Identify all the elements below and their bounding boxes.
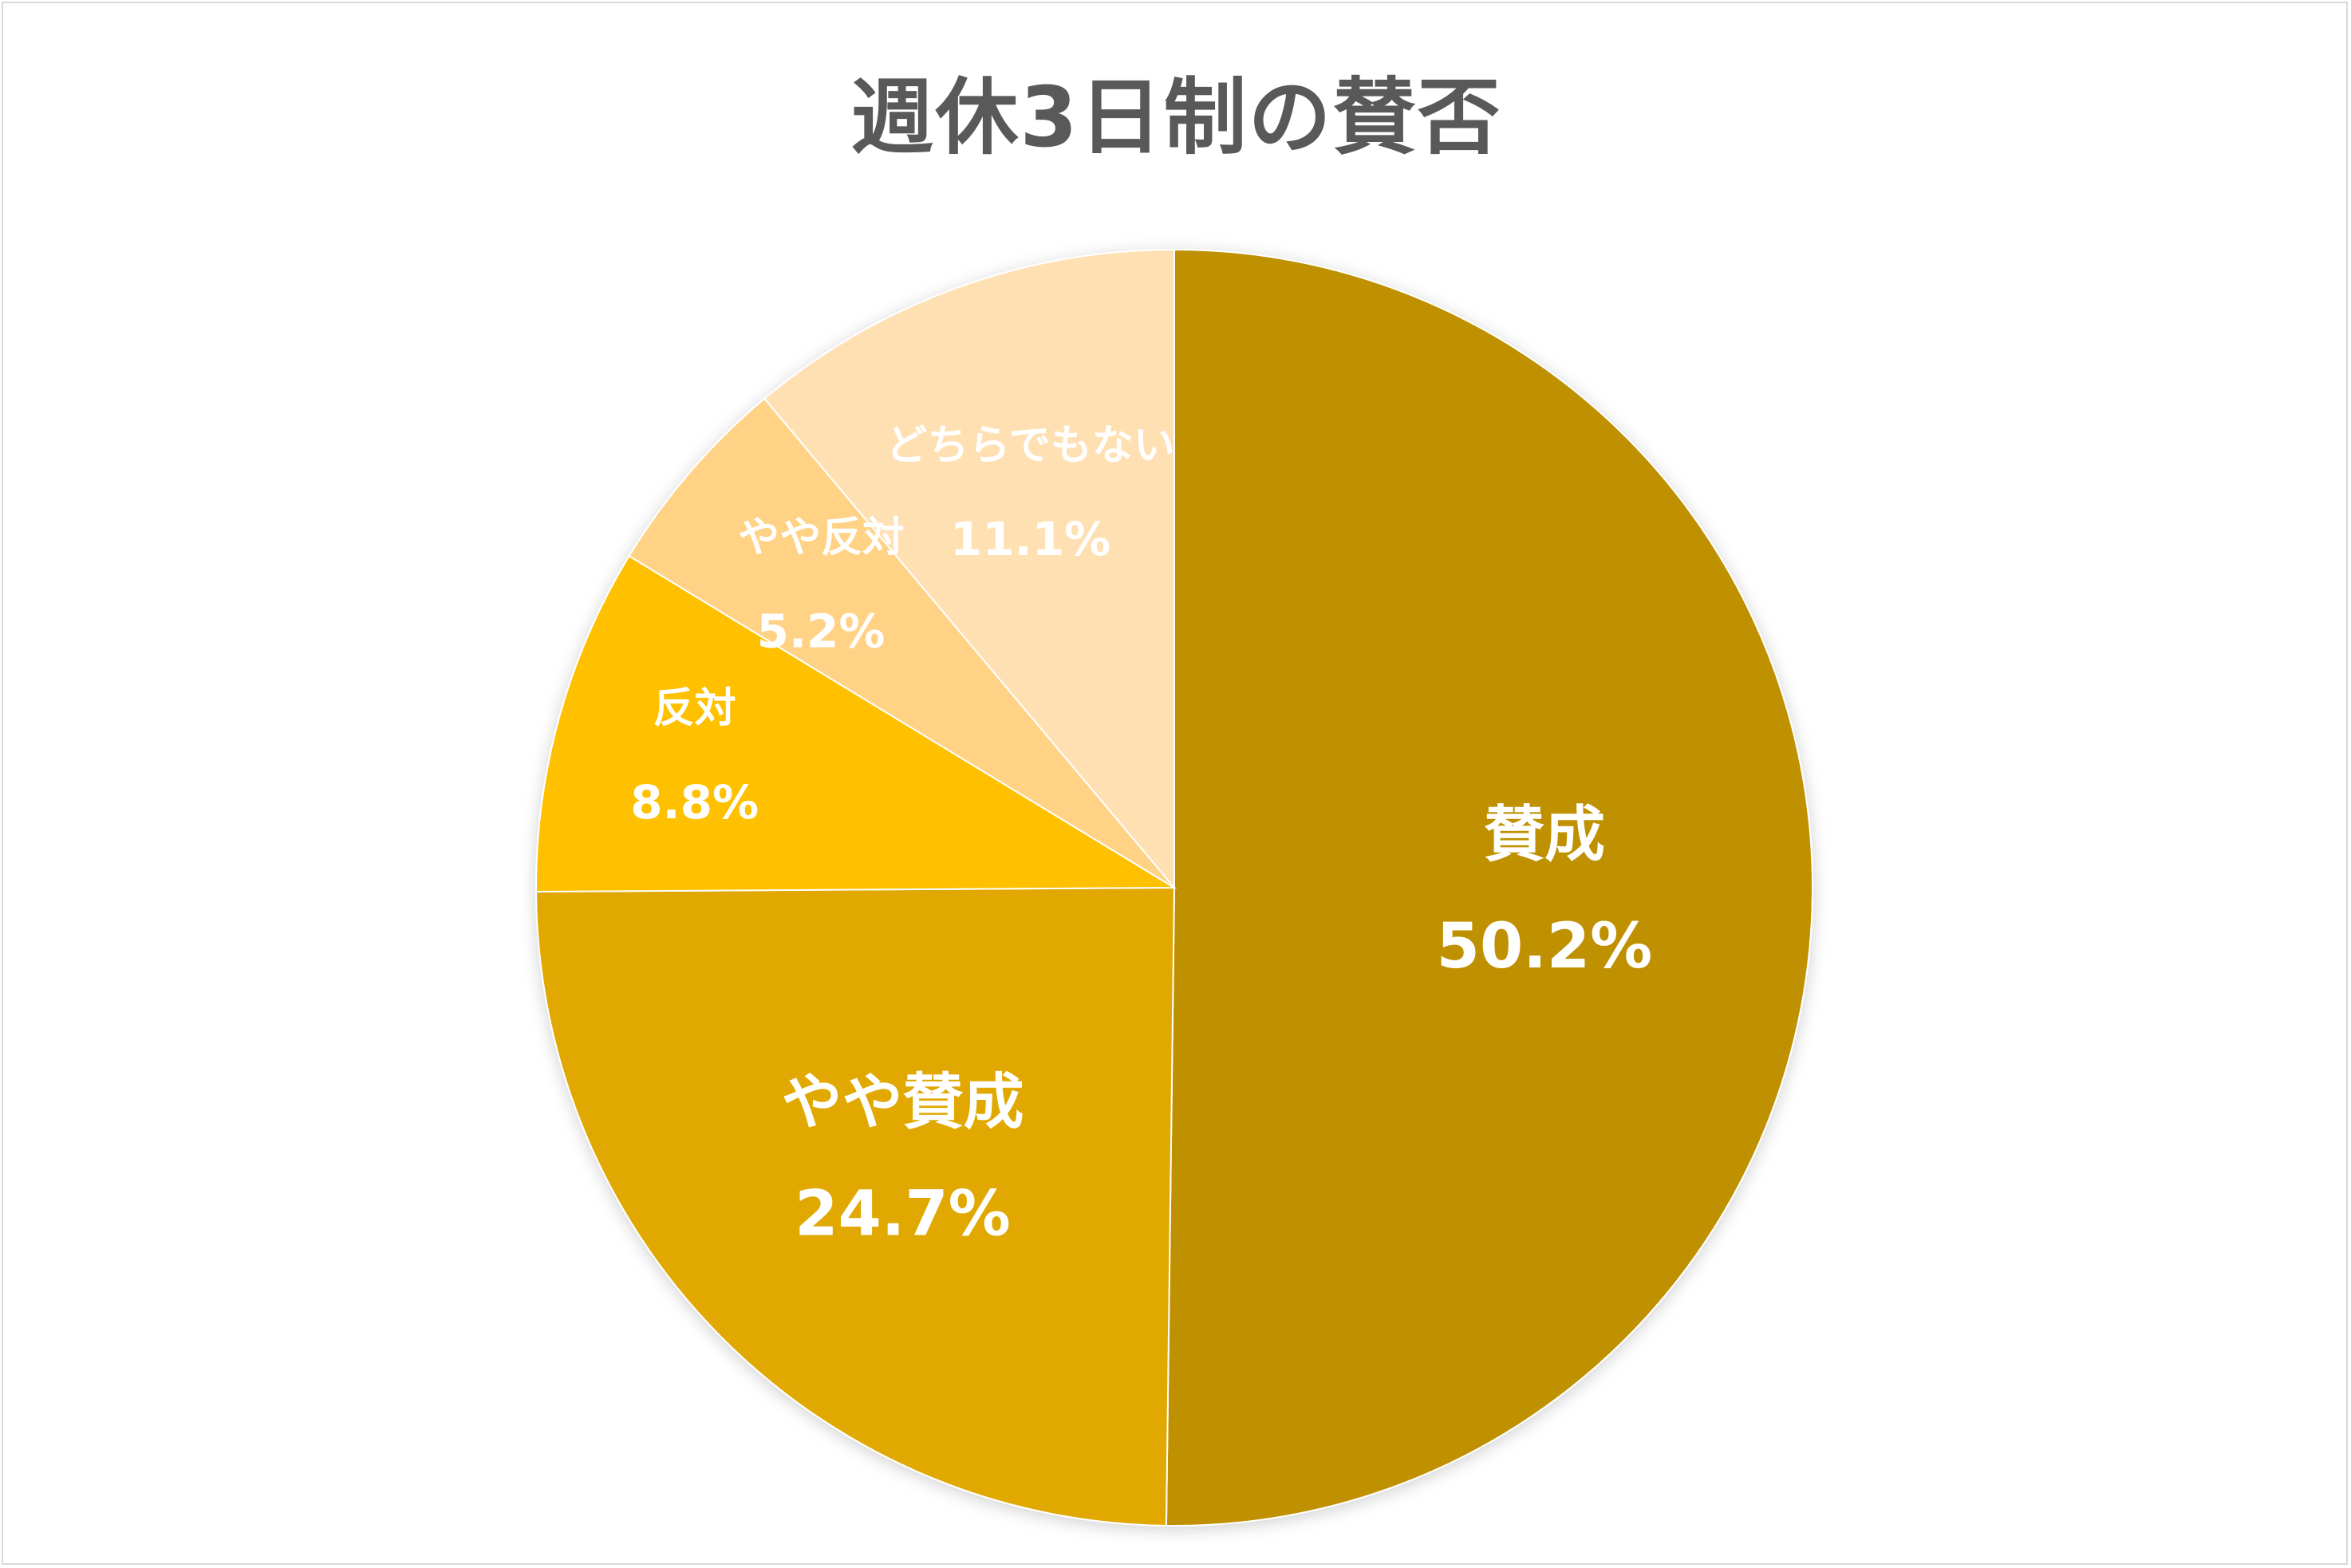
slice-label-3: やや反対 [738, 514, 904, 562]
slice-value-2: 8.8% [630, 775, 759, 829]
pie-chart: 賛成 50.2% やや賛成 24.7% 反対 8.8% やや反対 5.2% どちらでもない 11.… [535, 248, 1813, 1527]
slice-label-4: どちらでもない [886, 422, 1174, 470]
chart-title: 週休3日制の賛否 [850, 69, 1502, 166]
slice-label-1: やや賛成 [782, 1066, 1024, 1137]
slice-label-2: 反対 [653, 685, 736, 733]
pie-slice-0 [1165, 248, 1813, 1527]
slice-value-1: 24.7% [795, 1179, 1011, 1251]
slice-value-0: 50.2% [1437, 911, 1653, 983]
pie-slice-1 [535, 886, 1176, 1527]
pie-slice-2 [535, 554, 1177, 893]
pie-labels: 賛成 50.2% やや賛成 24.7% 反対 8.8% やや反対 5.2% どちらでもない 11.… [630, 422, 1652, 1251]
slice-value-4: 11.1% [950, 512, 1110, 566]
slice-value-3: 5.2% [757, 605, 886, 659]
pie-slices [535, 248, 1813, 1527]
pie-slice-3 [628, 397, 1175, 888]
pie-slice-4 [763, 248, 1175, 890]
slice-label-0: 賛成 [1484, 799, 1605, 870]
